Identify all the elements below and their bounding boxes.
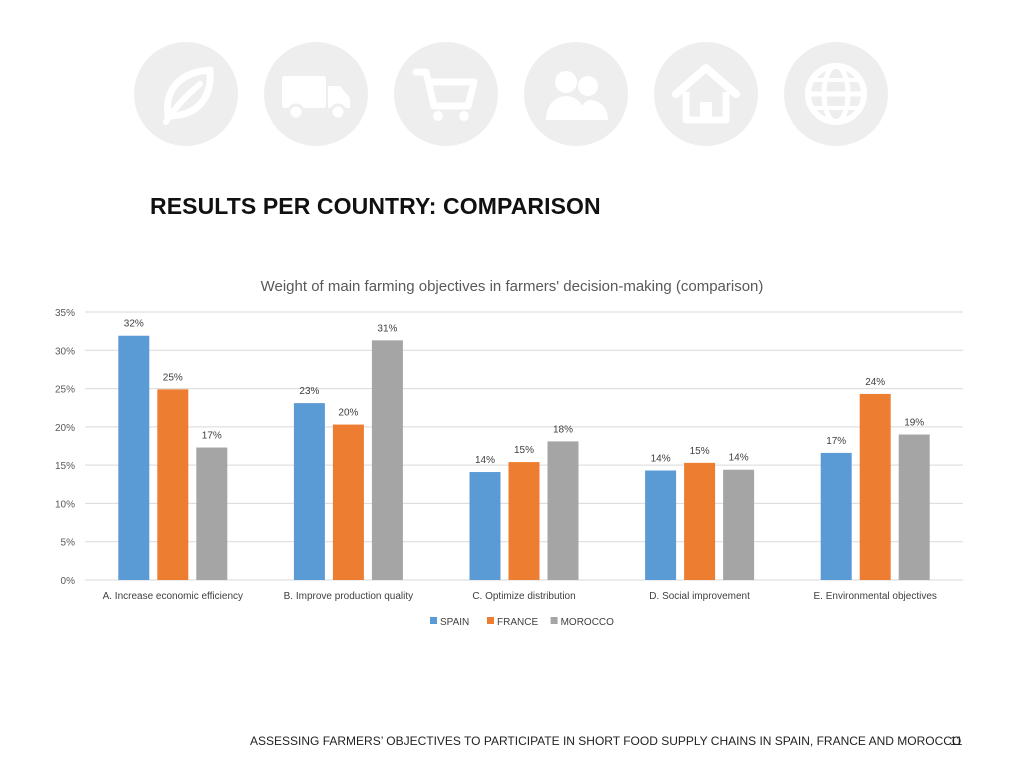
bar-france [508,462,540,580]
home-icon [654,42,758,146]
legend-swatch-spain [430,617,437,624]
data-label: 32% [124,319,144,330]
x-tick-label: D. Social improvement [649,591,750,602]
bar-morocco [898,434,930,580]
x-tick-label: E. Environmental objectives [813,591,936,602]
data-labels: 32% 25% 17% 23% 20% 31% 14% 15% 18% 14% 15% 14% 17% 2… [124,319,925,466]
y-tick-label: 15% [55,461,75,472]
bar-france [157,389,189,580]
leaf-icon [134,42,238,146]
data-label: 14% [651,454,671,465]
footer-text: ASSESSING FARMERS’ OBJECTIVES TO PARTICI… [250,734,962,748]
y-tick-label: 30% [55,346,75,357]
y-tick-label: 20% [55,423,75,434]
icon-banner [0,0,1024,160]
bar-morocco [196,447,228,580]
data-label: 19% [904,418,924,429]
legend-label-morocco: MOROCCO [561,617,615,628]
shopping-cart-icon [394,42,498,146]
page-title: RESULTS PER COUNTRY: COMPARISON [150,193,601,219]
chart-title: Weight of main farming objectives in far… [261,278,764,295]
data-label: 14% [729,453,749,464]
y-tick-label: 5% [61,538,76,549]
bar-spain [820,452,852,580]
people-icon [524,42,628,146]
bar-morocco [547,441,579,580]
bar-morocco [371,340,403,580]
data-label: 20% [338,408,358,419]
y-tick-label: 10% [55,499,75,510]
bar-france [859,393,891,580]
data-label: 18% [553,424,573,435]
data-label: 24% [865,377,885,388]
x-tick-label: B. Improve production quality [284,591,414,602]
legend-label-france: FRANCE [497,617,538,628]
y-tick-label: 25% [55,385,75,396]
data-label: 17% [826,436,846,447]
bar-spain [293,403,325,580]
bar-spain [118,335,150,580]
bar-france [332,424,364,580]
bar-spain [645,470,677,580]
x-tick-label: C. Optimize distribution [472,591,575,602]
y-tick-label: 0% [61,576,76,587]
page-number: 11 [950,734,963,748]
data-label: 25% [163,372,183,383]
data-label: 17% [202,431,222,442]
legend-swatch-france [487,617,494,624]
data-label: 23% [299,386,319,397]
data-label: 15% [690,446,710,457]
legend-swatch-morocco [550,617,558,624]
bar-france [684,462,716,580]
globe-icon [784,42,888,146]
y-axis: 0% 5% 10% 15% 20% 25% 30% 35% [55,308,75,587]
chart-legend: SPAIN FRANCE MOROCCO [430,617,614,628]
x-axis: A. Increase economic efficiency B. Improv… [103,591,937,602]
bar-chart: Weight of main farming objectives in far… [55,278,963,628]
bar-morocco [723,469,755,580]
bar-series [118,335,930,580]
y-tick-label: 35% [55,308,75,319]
data-label: 15% [514,445,534,456]
x-tick-label: A. Increase economic efficiency [103,591,243,602]
data-label: 31% [377,323,397,334]
data-label: 14% [475,455,495,466]
legend-label-spain: SPAIN [440,617,469,628]
bar-spain [469,472,501,580]
truck-icon [264,42,368,146]
